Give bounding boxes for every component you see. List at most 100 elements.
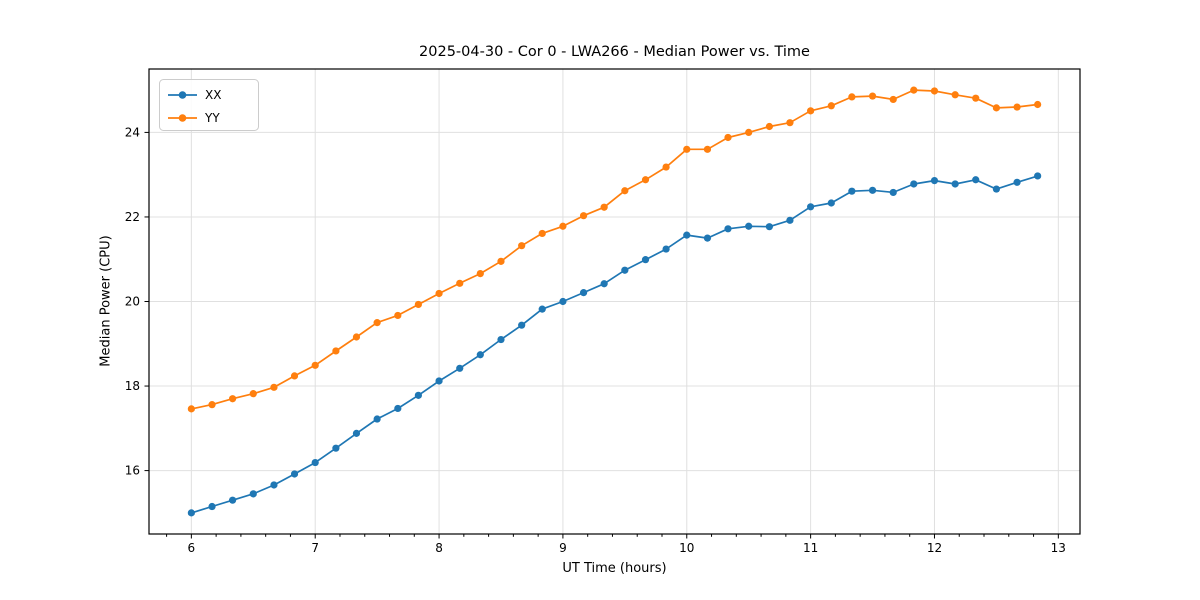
data-point [641,256,650,264]
y-tick-label: 22 [125,210,140,224]
data-point [538,229,546,238]
plot-frame [148,68,1081,535]
data-point [476,270,484,278]
data-point [311,458,319,467]
data-point [249,390,257,398]
data-point [972,94,980,102]
data-point [187,509,195,517]
data-point [889,188,897,197]
data-point [910,86,918,94]
data-point [249,490,257,498]
data-point [848,187,856,195]
data-point [1013,103,1021,111]
data-point [290,372,299,380]
data-point [497,335,505,344]
data-point [972,176,980,184]
data-point [848,93,856,101]
data-point [745,128,753,137]
data-point [621,187,629,195]
data-point [807,107,815,115]
data-point [1034,172,1042,180]
data-point [930,87,939,95]
data-point [373,415,381,423]
data-point [765,122,773,131]
y-tick-label: 18 [125,379,140,393]
data-point [662,245,670,253]
data-point [187,405,195,413]
series-xx [187,172,1042,517]
data-point [683,231,691,239]
data-point [208,401,216,409]
data-point [229,395,237,403]
data-point [930,177,939,185]
data-point [992,185,1000,193]
x-axis-label: UT Time (hours) [562,561,667,576]
data-point [559,222,567,230]
y-tick-label: 24 [125,125,140,139]
data-point [290,470,299,478]
gridlines [149,69,1080,534]
data-point [600,280,608,288]
data-point [270,481,278,489]
data-point [951,91,959,99]
data-point [703,145,712,153]
data-point [518,321,526,329]
data-point [414,391,422,399]
y-axis-label: Median Power (CPU) [98,235,114,367]
data-point [1013,178,1021,186]
legend-label-yy: YY [204,111,220,125]
axis-ticks [144,131,1059,539]
data-point [827,102,835,110]
y-tick-label: 16 [125,464,140,478]
data-point [229,496,237,504]
data-point [538,305,546,313]
legend-label-xx: XX [205,88,221,102]
data-point [579,212,588,220]
data-point [559,297,567,306]
data-point [765,223,773,231]
data-point [332,444,340,452]
data-point [435,377,443,385]
data-point [807,203,815,211]
data-point [352,333,361,341]
data-point [270,383,278,391]
data-point [352,429,361,437]
data-point [992,104,1000,112]
data-point [208,502,216,511]
tick-labels: 6 7 8 9 10 11 12 13 16 18 20 22 24 [125,125,1066,555]
data-point [868,92,877,100]
series-line [191,175,1038,514]
legend: XX YY [159,79,259,131]
data-point [394,311,402,320]
x-tick-label: 7 [311,541,319,555]
data-point [724,133,732,142]
x-tick-label: 6 [188,541,196,555]
data-point [476,351,484,359]
data-point [414,300,422,309]
data-point [311,361,319,369]
data-point [456,364,464,372]
x-tick-label: 9 [559,541,567,555]
series-yy [187,86,1042,413]
data-point [910,180,918,188]
legend-marker [178,114,187,122]
data-point [889,95,897,104]
data-point [724,225,732,233]
y-tick-label: 20 [125,295,140,309]
data-point [456,279,464,287]
data-point [518,242,526,250]
data-point [435,289,443,298]
data-point [662,163,670,171]
legend-marker [178,91,187,99]
data-point [786,216,794,224]
data-point [827,199,835,207]
data-point [683,145,691,153]
data-point [621,266,629,274]
data-point [868,186,877,194]
data-point [579,289,588,297]
data-point [703,234,712,242]
data-point [497,257,505,265]
x-tick-label: 10 [679,541,694,555]
